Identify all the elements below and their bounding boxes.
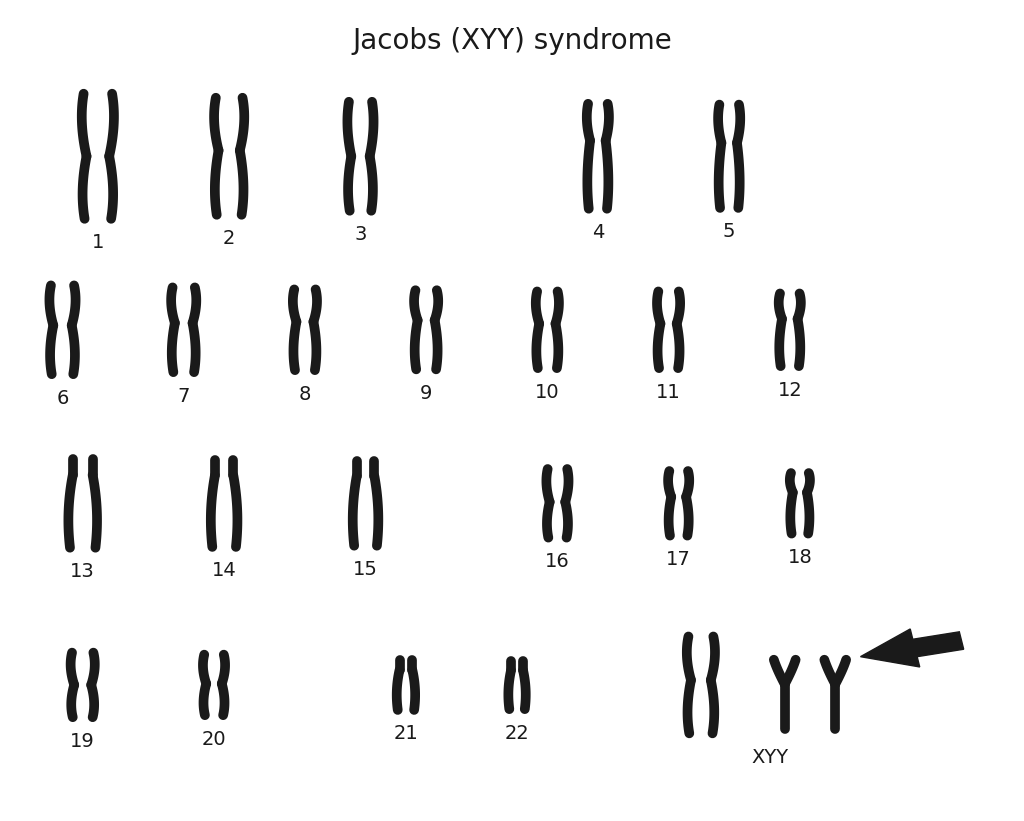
Text: XYY: XYY <box>751 748 788 767</box>
Text: 8: 8 <box>299 385 311 404</box>
Text: 19: 19 <box>71 732 95 750</box>
Text: 18: 18 <box>787 548 812 567</box>
Text: 14: 14 <box>212 562 237 580</box>
Text: 21: 21 <box>393 724 419 744</box>
Text: 17: 17 <box>667 550 691 569</box>
FancyArrow shape <box>860 629 964 667</box>
Text: 22: 22 <box>505 723 529 743</box>
Text: 2: 2 <box>223 229 236 248</box>
Text: 16: 16 <box>545 553 569 571</box>
Text: 12: 12 <box>777 381 802 400</box>
Text: 1: 1 <box>92 233 104 252</box>
Text: 15: 15 <box>353 560 378 580</box>
Text: 13: 13 <box>71 562 95 581</box>
Text: 11: 11 <box>656 383 681 401</box>
Text: 3: 3 <box>354 225 367 245</box>
Text: 6: 6 <box>56 388 69 408</box>
Text: 9: 9 <box>420 384 432 403</box>
Text: Jacobs (XYY) syndrome: Jacobs (XYY) syndrome <box>352 27 672 55</box>
Text: 20: 20 <box>202 730 226 749</box>
Text: 10: 10 <box>536 383 560 401</box>
Text: 7: 7 <box>177 387 189 406</box>
Text: 5: 5 <box>723 222 735 241</box>
Text: 4: 4 <box>592 223 604 242</box>
